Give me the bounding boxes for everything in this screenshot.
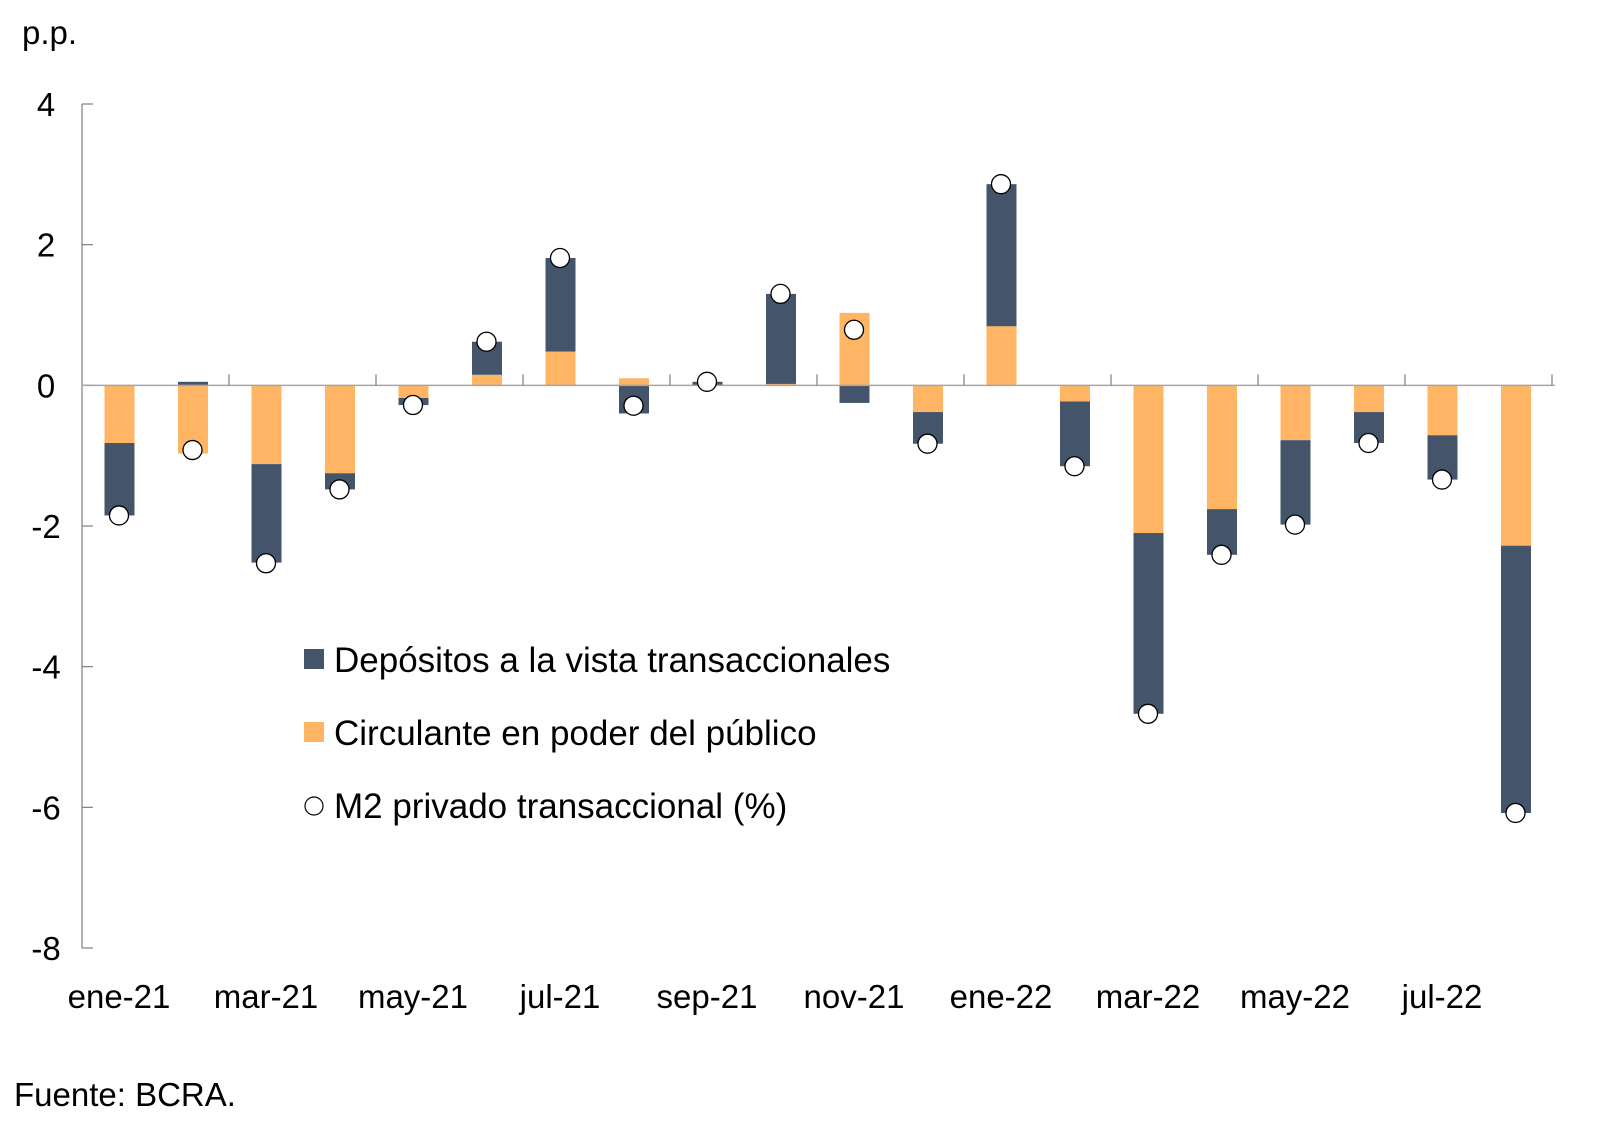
legend-swatch <box>304 649 324 669</box>
y-tick-label: -4 <box>31 649 60 686</box>
y-tick-label: -6 <box>31 789 60 826</box>
x-tick-label: mar-22 <box>1096 978 1201 1015</box>
bar-circulante-mar-22 <box>1133 385 1164 534</box>
marker-m2-jun-22 <box>1358 432 1379 454</box>
marker-m2-ene-21 <box>108 505 130 526</box>
bar-circulante-ene-22 <box>986 326 1017 386</box>
x-tick-label: nov-21 <box>804 978 905 1015</box>
bar-circulante-ago-22 <box>1501 385 1531 546</box>
x-tick-label: jul-22 <box>1401 978 1483 1015</box>
markers-layer <box>108 174 1526 824</box>
legend: Depósitos a la vista transaccionales Circ… <box>304 641 890 826</box>
y-tick-label: 4 <box>37 86 55 123</box>
marker-m2-oct-21 <box>770 283 791 305</box>
bar-depositos-feb-22 <box>1060 401 1090 467</box>
marker-m2-abr-22 <box>1211 544 1232 565</box>
bar-depositos-ene-22 <box>986 184 1017 327</box>
marker-m2-mar-21 <box>255 553 277 574</box>
marker-m2-feb-22 <box>1064 456 1085 477</box>
marker-m2-dic-21 <box>917 433 938 454</box>
bar-depositos-ene-21 <box>104 443 135 516</box>
bar-depositos-oct-21 <box>766 293 796 384</box>
marker-m2-jul-22 <box>1431 469 1453 490</box>
y-tick-label: 0 <box>37 367 55 404</box>
y-tick-label: 2 <box>37 227 55 264</box>
marker-m2-ago-21 <box>623 395 644 416</box>
marker-m2-may-21 <box>402 394 424 416</box>
bar-depositos-jul-21 <box>545 258 576 352</box>
bar-circulante-may-21 <box>398 385 429 398</box>
marker-m2-ene-22 <box>990 174 1012 195</box>
bar-circulante-ene-21 <box>104 385 135 444</box>
bar-circulante-feb-22 <box>1060 385 1090 402</box>
bar-circulante-may-22 <box>1280 385 1311 441</box>
bar-circulante-abr-21 <box>325 385 355 474</box>
x-tick-label: mar-21 <box>214 978 319 1015</box>
bar-depositos-feb-21 <box>178 381 208 386</box>
legend-marker-icon <box>304 796 324 816</box>
marker-m2-ago-22 <box>1505 802 1526 824</box>
y-axis-unit-label: p.p. <box>22 14 77 51</box>
bar-circulante-jul-22 <box>1427 385 1458 436</box>
marker-m2-jul-21 <box>549 247 571 269</box>
marker-m2-mar-22 <box>1137 703 1159 724</box>
x-tick-label: sep-21 <box>657 978 758 1015</box>
y-tick-label: -2 <box>31 508 60 545</box>
legend-label: Depósitos a la vista transaccionales <box>334 641 890 680</box>
x-axis <box>82 374 1555 387</box>
source-note: Fuente: BCRA. <box>14 1076 236 1113</box>
marker-m2-sep-21 <box>696 371 718 392</box>
bar-depositos-nov-21 <box>839 385 870 403</box>
bar-depositos-mar-21 <box>251 464 282 563</box>
bar-circulante-mar-21 <box>251 385 282 465</box>
bar-depositos-may-22 <box>1280 440 1311 525</box>
marker-m2-may-22 <box>1284 514 1306 535</box>
marker-m2-feb-21 <box>182 439 203 461</box>
bar-circulante-ago-21 <box>619 378 649 386</box>
x-tick-label: jul-21 <box>519 978 601 1015</box>
legend-label: M2 privado transaccional (%) <box>334 787 787 826</box>
x-tick-label: may-22 <box>1240 978 1350 1015</box>
x-tick-label: may-21 <box>358 978 468 1015</box>
x-tick-labels: ene-21 mar-21 may-21 jul-21 sep-21 nov-21 ene-… <box>68 978 1483 1015</box>
marker-m2-nov-21 <box>843 319 865 340</box>
marker-m2-jun-21 <box>476 331 497 352</box>
bar-depositos-mar-22 <box>1133 533 1164 714</box>
y-tick-label: -8 <box>31 930 60 967</box>
marker-m2-abr-21 <box>329 479 350 500</box>
bar-circulante-jul-21 <box>545 351 576 386</box>
legend-swatch <box>304 722 324 742</box>
x-tick-label: ene-22 <box>950 978 1053 1015</box>
bars-layer <box>104 184 1531 813</box>
legend-label: Circulante en poder del público <box>334 714 817 753</box>
x-tick-label: ene-21 <box>68 978 171 1015</box>
bar-circulante-jun-22 <box>1354 385 1384 413</box>
bar-circulante-dic-21 <box>913 385 943 413</box>
bar-circulante-jun-21 <box>472 374 502 386</box>
y-axis: 4 2 0 -2 -4 -6 -8 <box>31 86 93 967</box>
bar-depositos-ago-22 <box>1501 545 1531 813</box>
bar-circulante-abr-22 <box>1207 385 1237 510</box>
